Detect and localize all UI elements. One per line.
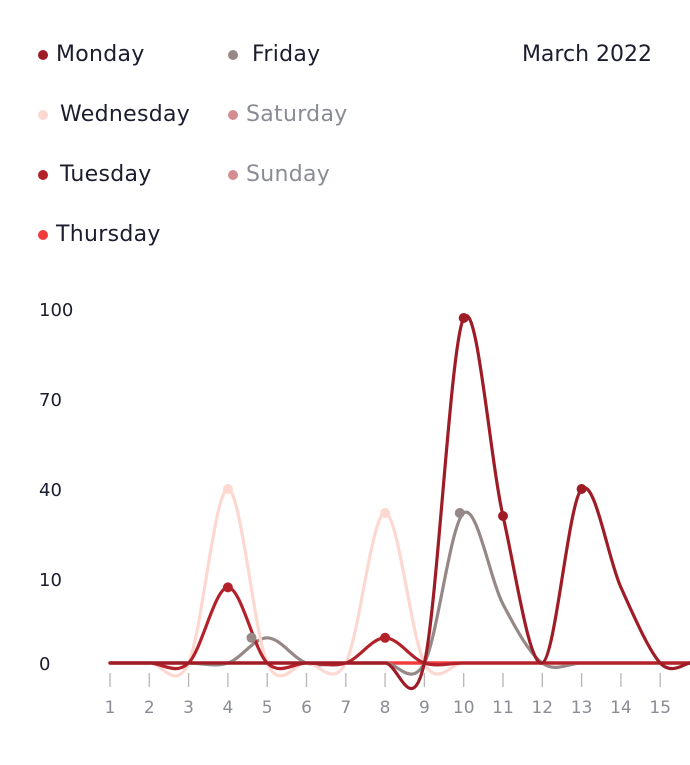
data-point-monday	[498, 511, 508, 521]
legend-dot-friday	[228, 49, 238, 60]
y-tick-label: 40	[39, 480, 62, 501]
legend-dot-monday	[38, 49, 48, 60]
data-point-friday	[454, 508, 465, 518]
legend-item-wednesday[interactable]: Wednesday	[38, 102, 190, 127]
y-tick-label: 10	[39, 570, 62, 591]
data-point-tuesday	[380, 632, 391, 643]
data-point-monday	[576, 484, 587, 494]
x-tick-label: 12	[531, 698, 553, 718]
legend-dot-tuesday	[38, 169, 48, 180]
x-tick-label: 13	[571, 698, 593, 718]
data-point-friday	[246, 632, 257, 643]
legend-dot-wednesday	[38, 109, 48, 120]
y-tick-label: 100	[39, 300, 73, 321]
period-label: March 2022	[521, 42, 652, 67]
data-point-tuesday	[222, 582, 233, 593]
x-tick-label: 9	[419, 698, 430, 718]
legend-label-wednesday: Wednesday	[60, 102, 191, 127]
legend-label-sunday: Sunday	[246, 162, 331, 187]
legend-label-tuesday: Tuesday	[60, 162, 152, 187]
x-tick-label: 4	[222, 698, 233, 718]
legend-item-saturday[interactable]: Saturday	[228, 102, 348, 127]
legend-dot-saturday	[228, 109, 238, 120]
series-line-tuesday	[108, 585, 690, 671]
legend-label-thursday: Thursday	[56, 222, 161, 247]
x-tick-label: 2	[144, 698, 155, 718]
series-line-monday	[108, 313, 690, 691]
data-point-monday	[458, 313, 469, 323]
x-tick-label: 10	[453, 698, 475, 718]
legend-item-tuesday[interactable]: Tuesday	[38, 162, 152, 187]
legend-label-saturday: Saturday	[246, 102, 348, 127]
data-point-wednesday	[222, 484, 233, 494]
legend-dot-thursday	[38, 229, 48, 240]
legend-label-friday: Friday	[252, 42, 321, 67]
y-tick-label: 70	[39, 390, 62, 411]
legend-item-friday[interactable]: Friday	[228, 42, 320, 67]
x-tick-label: 7	[340, 698, 351, 718]
x-tick-label: 11	[492, 698, 514, 718]
data-point-wednesday	[380, 508, 391, 518]
legend-item-monday[interactable]: Monday	[38, 42, 145, 67]
x-tick-label: 14	[610, 698, 632, 718]
x-tick-label: 5	[262, 698, 273, 718]
legend-item-sunday[interactable]: Sunday	[228, 162, 330, 187]
legend-dot-sunday	[228, 169, 238, 180]
x-tick-label: 1	[105, 698, 116, 718]
x-tick-label: 8	[380, 698, 391, 718]
y-tick-label: 0	[39, 654, 50, 675]
legend-item-thursday[interactable]: Thursday	[38, 222, 161, 247]
x-tick-label: 3	[183, 698, 194, 718]
x-tick-label: 15	[649, 698, 671, 718]
x-tick-label: 6	[301, 698, 312, 718]
legend-label-monday: Monday	[56, 42, 145, 67]
